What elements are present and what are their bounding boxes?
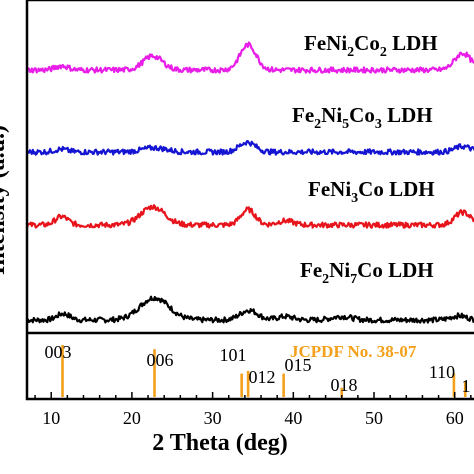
x-axis-ticks: 10 20 30 40 50 60 xyxy=(34,392,472,428)
curve-feni2co2-ldh xyxy=(26,41,474,74)
y-axis-title: Intensity (a.u.) xyxy=(0,125,10,275)
curve-feni3co-ldh xyxy=(25,204,474,229)
sample-label: Fe2Ni7Co LDH xyxy=(300,258,434,287)
x-tick-label: 30 xyxy=(204,408,222,428)
hkl-label: 006 xyxy=(147,350,174,370)
x-tick-label: 40 xyxy=(284,408,302,428)
x-tick-label: 60 xyxy=(446,408,464,428)
curve-fe2ni7co-ldh xyxy=(26,295,474,324)
sample-label: Fe2Ni5Co3 LDH xyxy=(292,103,433,132)
hkl-label: 012 xyxy=(249,367,276,387)
hkl-label: 015 xyxy=(285,355,312,375)
sample-labels: Fe2Ni7Co LDH FeNi3Co LDH Fe2Ni5Co3 LDH FeNi… xyxy=(292,31,438,287)
x-tick-label: 20 xyxy=(123,408,141,428)
hkl-label: 1 xyxy=(462,376,471,396)
hkl-label: 110 xyxy=(429,362,455,382)
curve-fe2ni5co3-ldh xyxy=(26,140,474,156)
sample-label: FeNi2Co2 LDH xyxy=(304,31,438,60)
hkl-label: 101 xyxy=(220,345,247,365)
hkl-label: 018 xyxy=(331,375,358,395)
hkl-label: 003 xyxy=(45,342,72,362)
sample-label: FeNi3Co LDH xyxy=(308,177,435,206)
xrd-curves xyxy=(25,41,474,324)
x-tick-label: 10 xyxy=(42,408,60,428)
x-tick-label: 50 xyxy=(365,408,383,428)
reference-card-label: JCPDF No. 38-07 xyxy=(290,342,417,361)
plot-frame xyxy=(25,0,474,401)
x-axis-title: 2 Theta (deg) xyxy=(152,430,288,456)
